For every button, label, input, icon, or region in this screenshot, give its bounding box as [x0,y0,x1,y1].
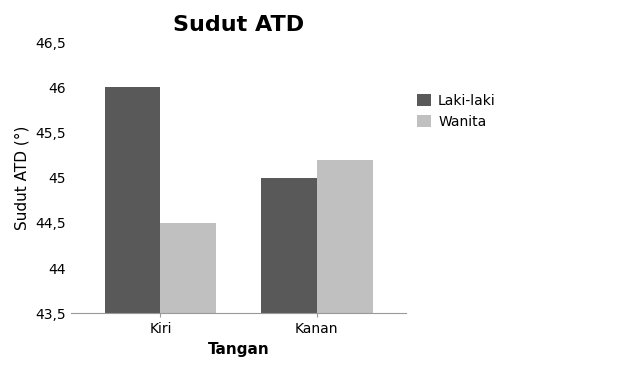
Bar [261,178,317,372]
Bar [317,160,372,372]
Y-axis label: Sudut ATD (°): Sudut ATD (°) [15,126,30,230]
Title: Sudut ATD: Sudut ATD [173,15,304,35]
Legend: Laki-laki, Wanita: Laki-laki, Wanita [413,90,500,133]
X-axis label: Tangan: Tangan [208,342,269,357]
Bar [161,223,216,372]
Bar [105,87,161,372]
